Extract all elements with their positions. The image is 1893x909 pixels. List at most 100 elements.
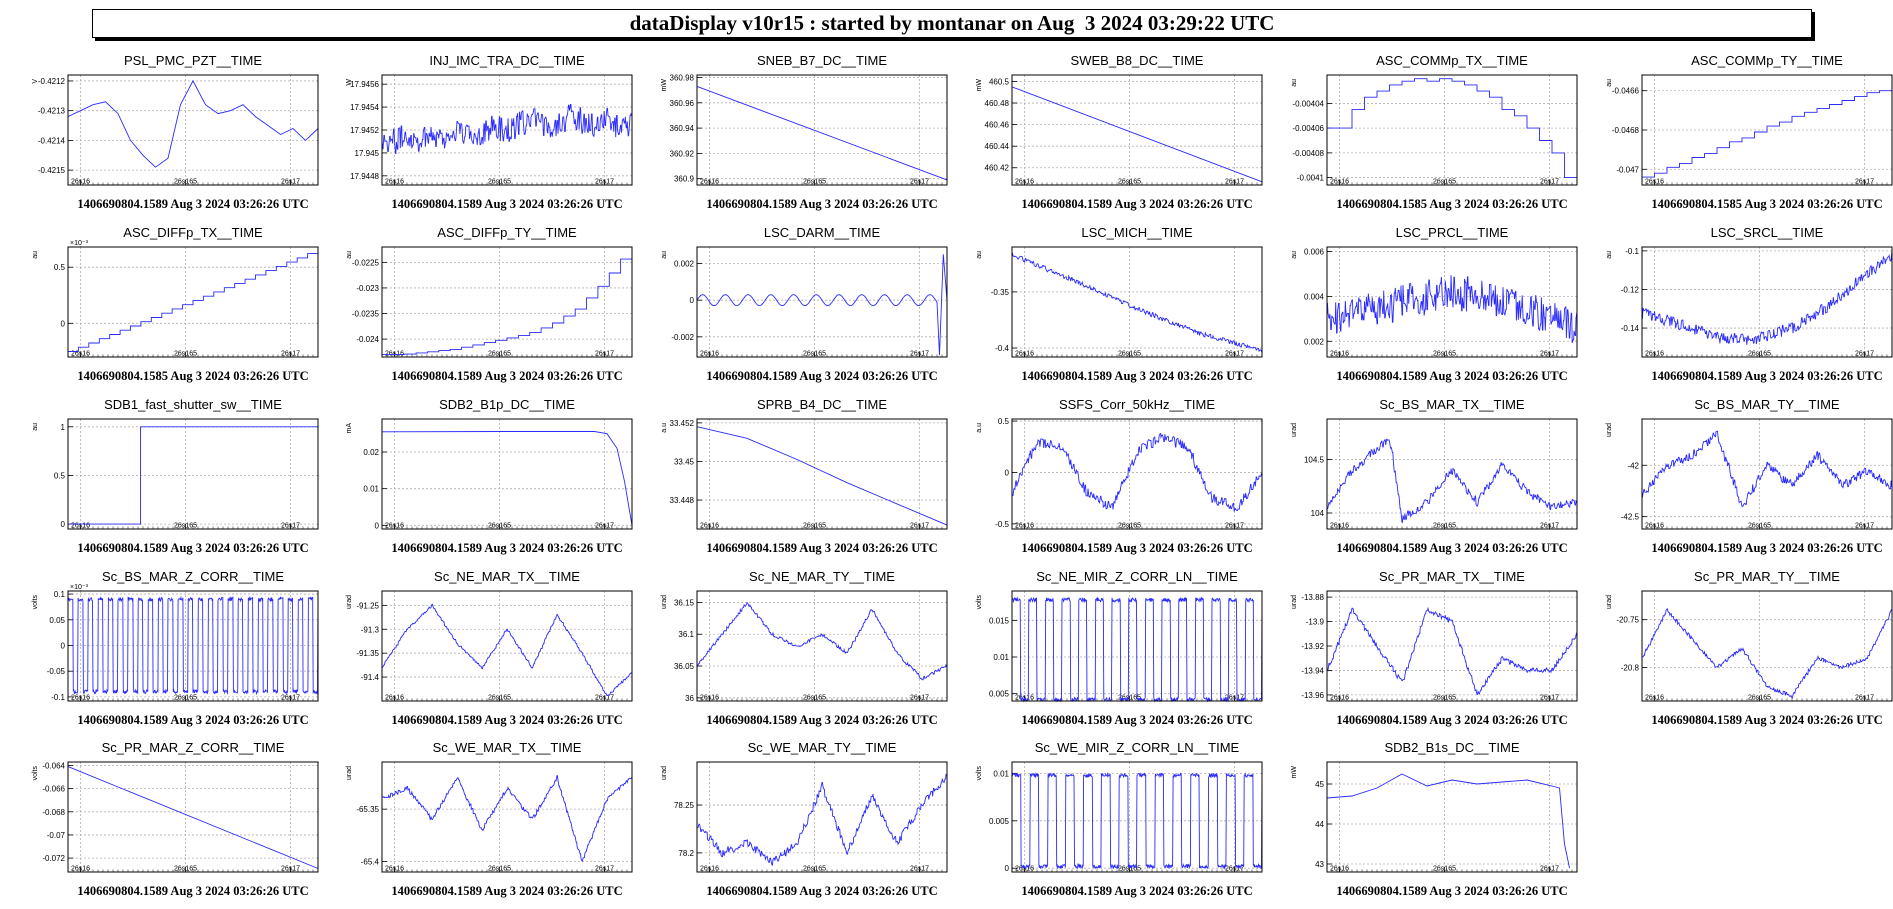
x-tick-label: 26s17 xyxy=(1855,179,1874,186)
y-axis-label: urad xyxy=(1291,423,1298,437)
x-tick-label: 26s17 xyxy=(1225,866,1244,873)
plot-panel: Sc_PR_MAR_TY__TIME urad -20.75 -20.8 26s16 26… xyxy=(1604,566,1893,738)
plot-timestamp: 1406690804.1589 Aug 3 2024 03:26:26 UTC xyxy=(391,541,622,555)
x-tick-label: 26s17 xyxy=(910,179,929,186)
plot-frame xyxy=(1011,418,1263,530)
plot-title: SPRB_B4_DC__TIME xyxy=(757,397,887,412)
y-tick-label: 36.1 xyxy=(678,630,694,639)
window-header: dataDisplay v10r15 : started by montanar… xyxy=(92,9,1812,38)
x-tick-label: 26s165 xyxy=(1118,695,1141,702)
plot-timestamp: 1406690804.1589 Aug 3 2024 03:26:26 UTC xyxy=(706,369,937,383)
y-tick-label: -65.35 xyxy=(356,805,379,814)
plot-title: ASC_DIFFp_TY__TIME xyxy=(437,225,577,240)
y-tick-label: 33.448 xyxy=(670,496,695,505)
x-tick-label: 26s17 xyxy=(1855,695,1874,702)
plot-panel: PSL_PMC_PZT__TIME V -0.4212 -0.4213 -0.4214 -… xyxy=(30,50,346,222)
plot-panel: INJ_IMC_TRA_DC__TIME W 17.9456 17.9454 17.94… xyxy=(344,50,660,222)
x-tick-label: 26s17 xyxy=(281,695,300,702)
plot-title: Sc_WE_MAR_TX__TIME xyxy=(433,740,582,755)
x-tick-label: 26s16 xyxy=(700,351,719,358)
y-tick-label: -20.75 xyxy=(1616,616,1639,625)
plot-panel: Sc_BS_MAR_Z_CORR__TIME volts ×10⁻³ 0.1 0.05 0… xyxy=(30,566,346,738)
series-line xyxy=(1642,608,1893,699)
x-tick-label: 26s16 xyxy=(71,866,90,873)
plot-frame xyxy=(67,246,319,358)
x-tick-label: 26s17 xyxy=(910,351,929,358)
y-tick-label: -0.002 xyxy=(671,333,694,342)
y-axis-label: au xyxy=(976,251,983,259)
y-tick-label: 0 xyxy=(375,521,380,530)
x-tick-label: 26s165 xyxy=(1748,523,1771,530)
plot-timestamp: 1406690804.1589 Aug 3 2024 03:26:26 UTC xyxy=(1651,713,1882,727)
plot-timestamp: 1406690804.1589 Aug 3 2024 03:26:26 UTC xyxy=(706,541,937,555)
plot-panel: SSFS_Corr_50kHz__TIME a.u 0.5 0 -0.5 26s16 26s… xyxy=(974,394,1290,566)
y-axis-label: urad xyxy=(346,595,353,609)
plot-frame xyxy=(1326,74,1578,186)
y-axis-label: urad xyxy=(1606,423,1613,437)
x-tick-label: 26s17 xyxy=(1540,179,1559,186)
plot-timestamp: 1406690804.1589 Aug 3 2024 03:26:26 UTC xyxy=(77,541,308,555)
plot-frame xyxy=(1011,761,1263,873)
series-line xyxy=(1011,772,1263,870)
series-line xyxy=(381,431,633,526)
plot-timestamp: 1406690804.1589 Aug 3 2024 03:26:26 UTC xyxy=(706,884,937,898)
plot-panel: Sc_BS_MAR_TY__TIME urad -42 -42.5 26s16 26s16… xyxy=(1604,394,1893,566)
y-tick-label: -0.00404 xyxy=(1292,99,1324,108)
y-tick-label: 44 xyxy=(1315,820,1324,829)
y-tick-label: -0.4212 xyxy=(38,77,66,86)
y-axis-label: volts xyxy=(976,766,983,781)
plot-timestamp: 1406690804.1589 Aug 3 2024 03:26:26 UTC xyxy=(706,713,937,727)
x-tick-label: 26s165 xyxy=(1433,866,1456,873)
x-tick-label: 26s16 xyxy=(1645,695,1664,702)
x-tick-label: 26s165 xyxy=(1118,523,1141,530)
x-tick-label: 26s16 xyxy=(1015,351,1034,358)
y-tick-label: 78.2 xyxy=(678,849,694,858)
y-tick-label: -0.1 xyxy=(1625,247,1639,256)
plot-panel: Sc_PR_MAR_TX__TIME urad -13.88 -13.9 -13.92 -… xyxy=(1289,566,1605,738)
x-tick-label: 26s17 xyxy=(1540,866,1559,873)
y-axis-scale: ×10⁻³ xyxy=(70,240,89,247)
y-tick-label: 0.5 xyxy=(54,471,66,480)
x-tick-label: 26s165 xyxy=(174,866,197,873)
y-tick-label: -0.072 xyxy=(42,854,65,863)
y-tick-label: 33.45 xyxy=(674,457,695,466)
plot-frame xyxy=(1641,74,1893,186)
y-tick-label: -0.024 xyxy=(356,335,379,344)
x-tick-label: 26s165 xyxy=(174,351,197,358)
series-line xyxy=(697,773,948,866)
y-tick-label: 360.94 xyxy=(670,124,695,133)
y-tick-label: 0.05 xyxy=(49,616,65,625)
x-tick-label: 26s165 xyxy=(803,695,826,702)
y-axis-label: au xyxy=(346,251,353,259)
series-line xyxy=(1011,596,1263,703)
x-tick-label: 26s165 xyxy=(803,179,826,186)
y-tick-label: 0.006 xyxy=(1304,247,1325,256)
y-axis-label: W xyxy=(346,79,353,86)
chart-svg: SWEB_B8_DC__TIME mW 460.5 460.48 460.46 460.4… xyxy=(976,53,1263,211)
x-tick-label: 26s17 xyxy=(1855,351,1874,358)
y-tick-label: -91.35 xyxy=(356,649,379,658)
x-tick-label: 26s16 xyxy=(700,523,719,530)
x-tick-label: 26s16 xyxy=(1330,523,1349,530)
plot-frame xyxy=(1641,418,1893,530)
x-tick-label: 26s16 xyxy=(1015,179,1034,186)
y-tick-label: 0.02 xyxy=(363,448,379,457)
series-line xyxy=(382,775,633,862)
y-tick-label: 17.9452 xyxy=(350,126,379,135)
series-line xyxy=(1327,275,1578,343)
chart-svg: PSL_PMC_PZT__TIME V-0.4212 -0.4213 -0.4214 -… xyxy=(32,53,319,211)
x-tick-label: 26s17 xyxy=(281,866,300,873)
y-tick-label: -0.14 xyxy=(1621,324,1640,333)
x-tick-label: 26s16 xyxy=(1330,351,1349,358)
x-tick-label: 26s165 xyxy=(488,695,511,702)
plot-frame xyxy=(696,761,948,873)
y-axis-label: au xyxy=(1606,79,1613,87)
x-tick-label: 26s17 xyxy=(1540,695,1559,702)
plot-title: Sc_PR_MAR_Z_CORR__TIME xyxy=(102,740,285,755)
plot-panel: LSC_DARM__TIME au 0.002 0 -0.002 26s16 26s165 2… xyxy=(659,222,975,394)
y-tick-label: -0.35 xyxy=(991,288,1010,297)
plot-title: SWEB_B8_DC__TIME xyxy=(1071,53,1204,68)
